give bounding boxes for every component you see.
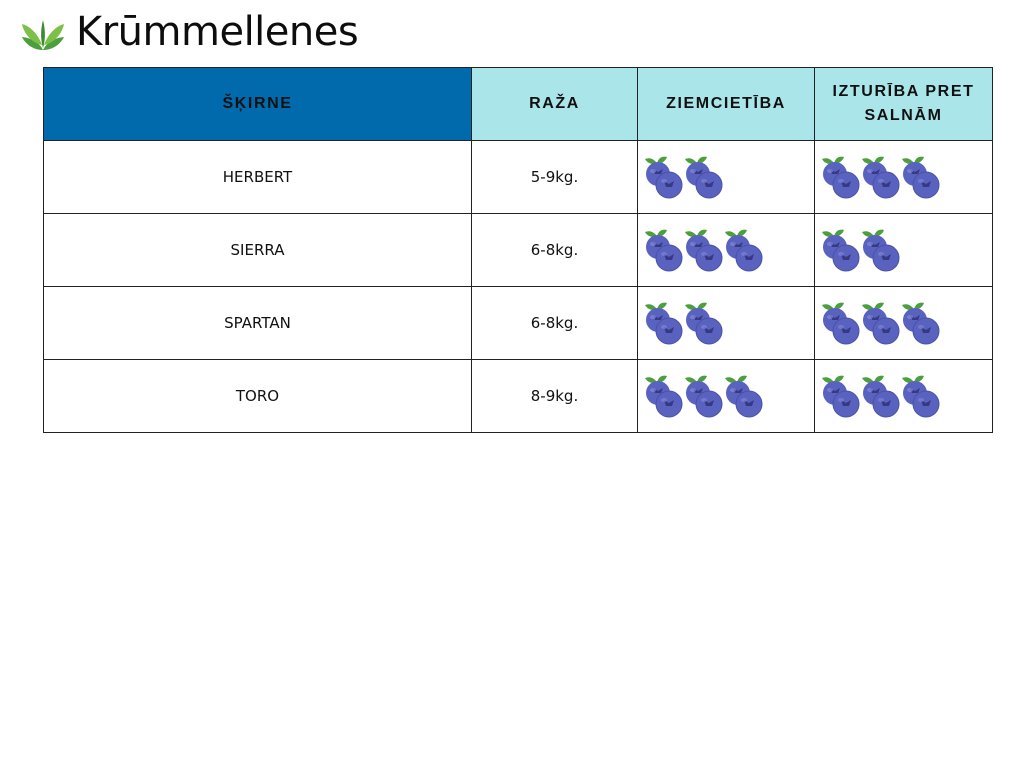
winter-hardiness-rating	[644, 372, 814, 420]
variety-cell: SPARTAN	[43, 286, 472, 360]
blueberry-icon	[685, 302, 723, 345]
blueberry-icon	[645, 375, 683, 418]
blueberry-icon	[902, 302, 940, 345]
blueberry-icon	[822, 229, 860, 272]
blueberry-icon	[725, 229, 763, 272]
winter-hardiness-rating	[644, 153, 814, 201]
frost-resistance-cell	[814, 140, 993, 214]
blueberry-icon	[902, 375, 940, 418]
winter-hardiness-cell	[637, 286, 815, 360]
header-frost-resistance: IZTURĪBA PRET SALNĀM	[814, 67, 993, 141]
table-header-row: ŠĶIRNE RAŽA ZIEMCIETĪBA IZTURĪBA PRET SA…	[43, 67, 993, 141]
winter-hardiness-cell	[637, 140, 815, 214]
blueberry-icon	[822, 375, 860, 418]
variety-cell: HERBERT	[43, 140, 472, 214]
blueberry-icon	[685, 156, 723, 199]
yield-cell: 6-8kg.	[471, 213, 638, 287]
yield-cell: 8-9kg.	[471, 359, 638, 433]
yield-cell: 6-8kg.	[471, 286, 638, 360]
blueberry-icon	[685, 375, 723, 418]
blueberry-icon	[685, 229, 723, 272]
blueberry-icon	[645, 302, 683, 345]
header-variety: ŠĶIRNE	[43, 67, 472, 141]
page-header: Krūmmellenes	[20, 6, 359, 58]
page-title: Krūmmellenes	[76, 9, 359, 55]
header-yield: RAŽA	[471, 67, 638, 141]
yield-cell: 5-9kg.	[471, 140, 638, 214]
variety-cell: TORO	[43, 359, 472, 433]
blueberry-icon	[902, 156, 940, 199]
table-row: SPARTAN 6-8kg.	[43, 286, 993, 360]
winter-hardiness-rating	[644, 226, 814, 274]
frost-resistance-cell	[814, 359, 993, 433]
table-row: HERBERT 5-9kg.	[43, 140, 993, 214]
variety-cell: SIERRA	[43, 213, 472, 287]
table-row: SIERRA 6-8kg.	[43, 213, 993, 287]
frost-resistance-cell	[814, 286, 993, 360]
blueberry-icon	[862, 229, 900, 272]
blueberry-icon	[862, 156, 900, 199]
winter-hardiness-rating	[644, 299, 814, 347]
table-row: TORO 8-9kg.	[43, 359, 993, 433]
frost-resistance-rating	[821, 372, 992, 420]
frost-resistance-rating	[821, 299, 992, 347]
frost-resistance-cell	[814, 213, 993, 287]
blueberry-icon	[822, 302, 860, 345]
blueberry-icon	[645, 156, 683, 199]
varieties-table: ŠĶIRNE RAŽA ZIEMCIETĪBA IZTURĪBA PRET SA…	[43, 67, 993, 433]
blueberry-icon	[645, 229, 683, 272]
blueberry-icon	[822, 156, 860, 199]
header-winter-hardiness: ZIEMCIETĪBA	[637, 67, 815, 141]
winter-hardiness-cell	[637, 213, 815, 287]
winter-hardiness-cell	[637, 359, 815, 433]
blueberry-icon	[725, 375, 763, 418]
leaf-sprout-icon	[22, 20, 64, 50]
blueberry-icon	[862, 375, 900, 418]
blueberry-icon	[862, 302, 900, 345]
frost-resistance-rating	[821, 226, 992, 274]
frost-resistance-rating	[821, 153, 992, 201]
